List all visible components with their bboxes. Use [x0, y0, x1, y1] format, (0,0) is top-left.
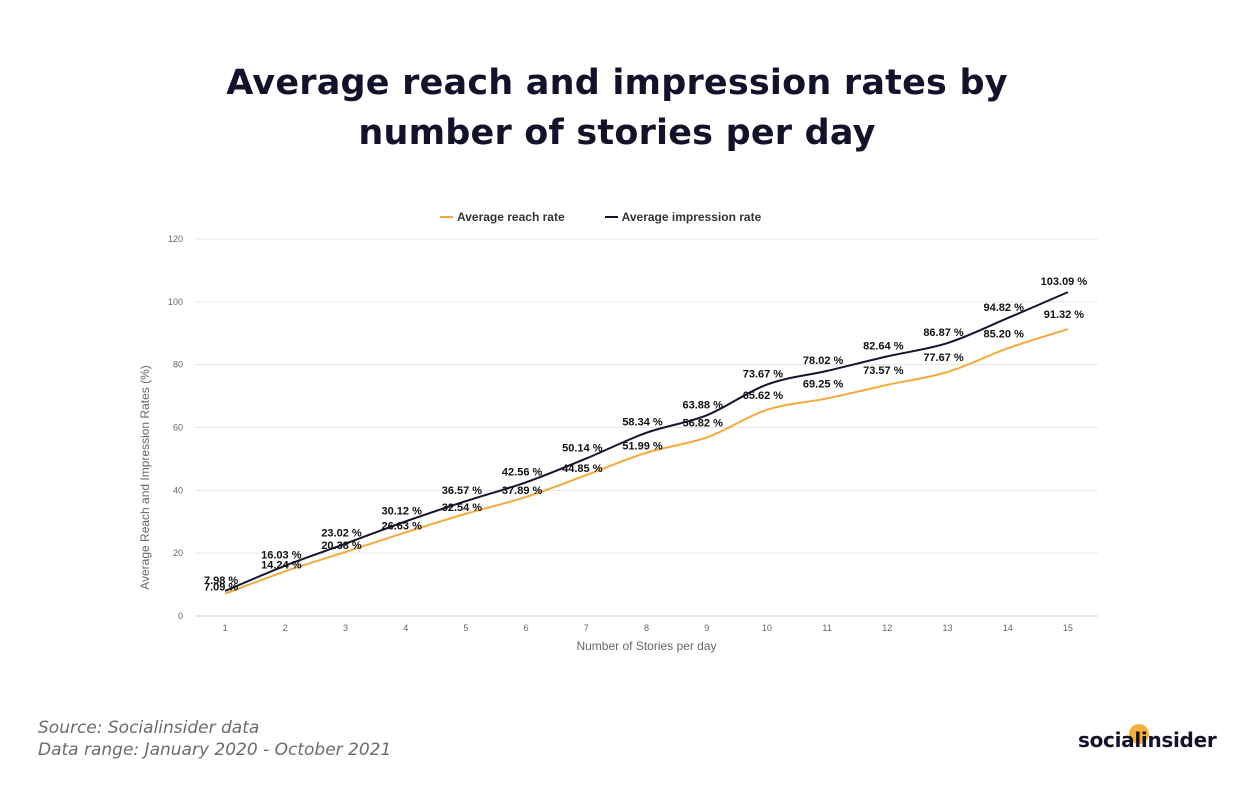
- x-tick-label: 11: [822, 623, 831, 633]
- y-tick-label: 120: [168, 234, 183, 244]
- x-tick-label: 3: [343, 623, 348, 633]
- x-tick-label: 14: [1003, 623, 1013, 633]
- brand-logo-icon: [1129, 724, 1149, 744]
- impression-data-label: 50.14 %: [562, 442, 603, 454]
- legend-swatch-impression: [604, 216, 618, 218]
- y-tick-label: 40: [173, 485, 183, 495]
- x-tick-label: 4: [403, 623, 408, 633]
- reach-data-label: 26.63 %: [382, 520, 423, 532]
- x-tick-label: 6: [524, 623, 529, 633]
- x-tick-label: 13: [942, 623, 952, 633]
- impression-data-label: 7.98 %: [204, 575, 238, 587]
- data-range-text: Data range: January 2020 - October 2021: [38, 740, 392, 760]
- y-axis-title: Average Reach and Impression Rates (%): [138, 365, 152, 590]
- x-tick-label: 10: [762, 623, 772, 633]
- reach-data-label: 20.38 %: [321, 540, 362, 552]
- y-tick-label: 20: [173, 548, 183, 558]
- source-note: Source: Socialinsider data Data range: J…: [38, 717, 391, 761]
- legend-swatch-reach: [440, 216, 453, 218]
- impression-data-label: 30.12 %: [382, 505, 423, 517]
- reach-data-label: 73.57 %: [863, 365, 904, 377]
- x-tick-label: 7: [584, 623, 589, 633]
- chart-title: Average reach and impression rates by nu…: [0, 58, 1234, 158]
- x-tick-label: 5: [463, 623, 468, 633]
- impression-data-label: 23.02 %: [321, 528, 362, 540]
- reach-data-label: 91.32 %: [1044, 309, 1085, 321]
- reach-data-label: 37.89 %: [502, 485, 543, 497]
- x-axis-title: Number of Stories per day: [576, 639, 716, 653]
- legend-item-reach[interactable]: Average reach rate: [440, 210, 565, 224]
- legend-item-impression[interactable]: Average impression rate: [604, 210, 762, 224]
- impression-data-label: 86.87 %: [923, 327, 964, 339]
- y-tick-label: 100: [168, 297, 183, 307]
- x-tick-label: 1: [223, 623, 228, 633]
- impression-data-label: 58.34 %: [622, 417, 663, 429]
- reach-data-label: 51.99 %: [622, 441, 663, 453]
- reach-data-label: 32.54 %: [442, 502, 483, 514]
- impression-data-label: 82.64 %: [863, 340, 904, 352]
- reach-data-label: 7.09 %: [204, 582, 238, 594]
- y-tick-label: 0: [178, 611, 183, 621]
- reach-data-label: 14.24 %: [261, 559, 302, 571]
- y-tick-label: 80: [173, 360, 183, 370]
- impression-rate-line: [224, 291, 1069, 592]
- impression-data-label: 103.09 %: [1041, 276, 1088, 288]
- reach-data-label: 65.62 %: [743, 390, 784, 402]
- impression-data-label: 16.03 %: [261, 550, 302, 562]
- y-tick-label: 60: [173, 423, 183, 433]
- brand-logo: socialinsider: [1078, 728, 1217, 752]
- legend-label-impression: Average impression rate: [621, 210, 762, 224]
- x-tick-label: 9: [704, 623, 709, 633]
- impression-data-label: 73.67 %: [743, 369, 784, 381]
- impression-data-label: 42.56 %: [502, 466, 543, 478]
- reach-data-label: 85.20 %: [984, 328, 1025, 340]
- reach-rate-line: [224, 328, 1069, 595]
- chart-title-line-1: Average reach and impression rates by: [226, 63, 1008, 103]
- reach-data-label: 44.85 %: [562, 463, 603, 475]
- x-tick-label: 2: [283, 623, 288, 633]
- impression-data-label: 78.02 %: [803, 355, 844, 367]
- reach-data-label: 77.67 %: [923, 352, 964, 364]
- x-tick-label: 15: [1063, 623, 1073, 633]
- reach-data-label: 56.82 %: [683, 417, 724, 429]
- impression-data-label: 94.82 %: [984, 302, 1025, 314]
- impression-data-label: 36.57 %: [442, 485, 483, 497]
- legend-label-reach: Average reach rate: [457, 210, 565, 224]
- chart-title-line-2: number of stories per day: [358, 113, 876, 153]
- x-tick-label: 8: [644, 623, 649, 633]
- source-text: Source: Socialinsider data: [38, 718, 260, 738]
- reach-data-label: 69.25 %: [803, 378, 844, 390]
- impression-data-label: 63.88 %: [683, 399, 724, 411]
- chart-legend: Average reach rate Average impression ra…: [440, 210, 761, 224]
- x-tick-label: 12: [882, 623, 892, 633]
